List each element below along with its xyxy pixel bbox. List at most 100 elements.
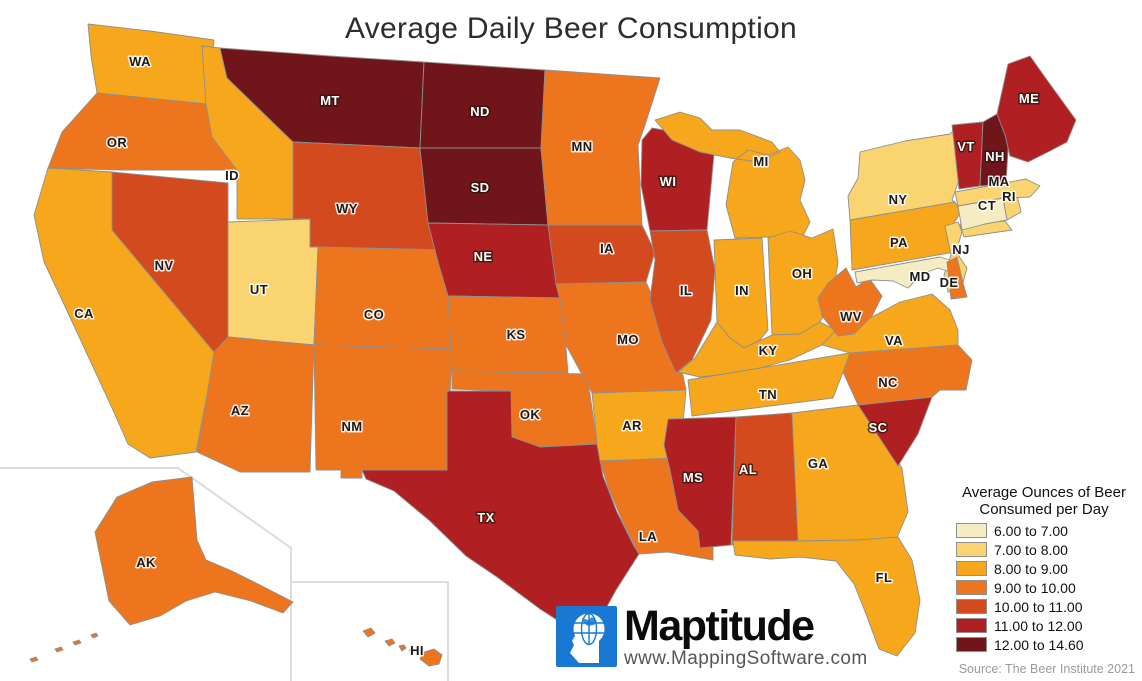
- brand-url-link[interactable]: www.MappingSoftware.com: [624, 648, 868, 669]
- legend-swatch-5: [956, 618, 987, 633]
- state-FL: [732, 536, 921, 657]
- state-label-IA: IA: [600, 241, 614, 256]
- state-WV: [817, 267, 883, 337]
- state-label-MN: MN: [571, 139, 592, 154]
- state-label-VA: VA: [885, 333, 903, 348]
- state-NH: [979, 113, 1011, 187]
- state-CO: [313, 246, 453, 350]
- state-label-SC: SC: [869, 420, 888, 435]
- legend-swatch-0: [956, 523, 987, 538]
- state-label-ME: ME: [1019, 91, 1039, 106]
- brand-text: Maptitude www.MappingSoftware.com: [624, 602, 868, 670]
- state-label-CO: CO: [364, 307, 384, 322]
- state-label-MT: MT: [320, 93, 340, 108]
- state-label-MD: MD: [909, 269, 930, 284]
- state-DE: [946, 256, 968, 300]
- state-NM: [313, 344, 453, 479]
- state-label-NE: NE: [474, 249, 493, 264]
- state-ME: [996, 55, 1077, 163]
- state-label-AR: AR: [622, 418, 642, 433]
- state-label-WI: WI: [660, 174, 677, 189]
- map-title: Average Daily Beer Consumption: [344, 12, 797, 45]
- state-AK: [29, 476, 294, 663]
- state-label-AZ: AZ: [231, 403, 249, 418]
- state-label-TX: TX: [477, 510, 494, 525]
- state-label-NM: NM: [341, 419, 362, 434]
- legend-swatch-3: [956, 580, 987, 595]
- state-label-LA: LA: [639, 529, 657, 544]
- legend-label-4: 10.00 to 11.00: [994, 598, 1083, 615]
- state-label-NH: NH: [985, 149, 1005, 164]
- state-labels-layer: WA OR CA NV ID MT WY UT CO AZ NM ND SD NE KS OK TX MN IA MO…: [73, 53, 1041, 660]
- source-credit: Source: The Beer Institute 2021: [958, 662, 1135, 676]
- hawaii-inset-border: [291, 581, 449, 681]
- legend-label-6: 12.00 to 14.60: [994, 636, 1084, 653]
- maptitude-branding: Maptitude www.MappingSoftware.com: [556, 602, 868, 670]
- state-label-WA: WA: [129, 54, 151, 69]
- state-label-ND: ND: [470, 104, 490, 119]
- legend-swatch-6: [956, 637, 987, 652]
- state-label-OK: OK: [520, 407, 541, 422]
- legend-title-line2: Consumed per Day: [979, 501, 1109, 518]
- state-label-TN: TN: [759, 387, 777, 402]
- state-NE: [427, 222, 563, 299]
- legend-title: Average Ounces of Beer Consumed per Day: [948, 484, 1140, 518]
- state-label-SD: SD: [471, 180, 490, 195]
- state-label-DE: DE: [940, 275, 959, 290]
- state-MD: [854, 256, 954, 289]
- state-label-GA: GA: [808, 456, 829, 471]
- state-label-MA: MA: [988, 174, 1009, 189]
- legend: Average Ounces of Beer Consumed per Day …: [948, 484, 1140, 654]
- state-label-MS: MS: [683, 470, 703, 485]
- state-label-RI: RI: [1002, 189, 1016, 204]
- state-label-PA: PA: [890, 235, 908, 250]
- legend-item-2: 8.00 to 9.00: [956, 559, 1140, 578]
- legend-item-4: 10.00 to 11.00: [956, 597, 1140, 616]
- state-label-IN: IN: [735, 283, 749, 298]
- legend-title-line1: Average Ounces of Beer: [962, 484, 1126, 501]
- state-label-NC: NC: [878, 375, 898, 390]
- legend-label-0: 6.00 to 7.00: [994, 522, 1068, 539]
- state-label-IL: IL: [680, 283, 692, 298]
- state-label-MO: MO: [617, 332, 639, 347]
- legend-item-6: 12.00 to 14.60: [956, 635, 1140, 654]
- state-label-FL: FL: [876, 570, 893, 585]
- head-globe-icon: [556, 606, 617, 667]
- legend-swatch-4: [956, 599, 987, 614]
- legend-swatch-2: [956, 561, 987, 576]
- state-NC: [842, 344, 973, 406]
- state-label-AL: AL: [739, 462, 757, 477]
- legend-label-3: 9.00 to 10.00: [994, 579, 1076, 596]
- state-label-OH: OH: [792, 266, 812, 281]
- state-label-WY: WY: [336, 201, 358, 216]
- legend-item-3: 9.00 to 10.00: [956, 578, 1140, 597]
- alaska-inset-border: [0, 467, 292, 681]
- states-layer: [29, 23, 1077, 667]
- state-MI: [654, 111, 811, 239]
- state-label-ID: ID: [225, 168, 239, 183]
- legend-label-1: 7.00 to 8.00: [994, 541, 1068, 558]
- state-label-KS: KS: [507, 327, 526, 342]
- state-VA: [821, 293, 959, 354]
- state-KS: [447, 295, 569, 374]
- legend-items: 6.00 to 7.00 7.00 to 8.00 8.00 to 9.00 9.00…: [948, 521, 1140, 654]
- state-label-VT: VT: [957, 139, 974, 154]
- state-UT: [227, 218, 319, 346]
- state-label-WV: WV: [840, 309, 862, 324]
- state-label-HI: HI: [410, 643, 424, 658]
- legend-label-5: 11.00 to 12.00: [994, 617, 1083, 634]
- state-label-NV: NV: [155, 258, 174, 273]
- state-label-UT: UT: [250, 282, 268, 297]
- state-TN: [687, 352, 851, 417]
- state-label-NJ: NJ: [952, 242, 969, 257]
- brand-name: Maptitude: [624, 602, 815, 650]
- state-MN: [540, 69, 661, 226]
- state-label-CT: CT: [978, 198, 996, 213]
- legend-item-0: 6.00 to 7.00: [956, 521, 1140, 540]
- state-label-KY: KY: [759, 343, 778, 358]
- state-label-CA: CA: [74, 306, 94, 321]
- state-MA: [954, 178, 1041, 207]
- state-IA: [547, 224, 656, 285]
